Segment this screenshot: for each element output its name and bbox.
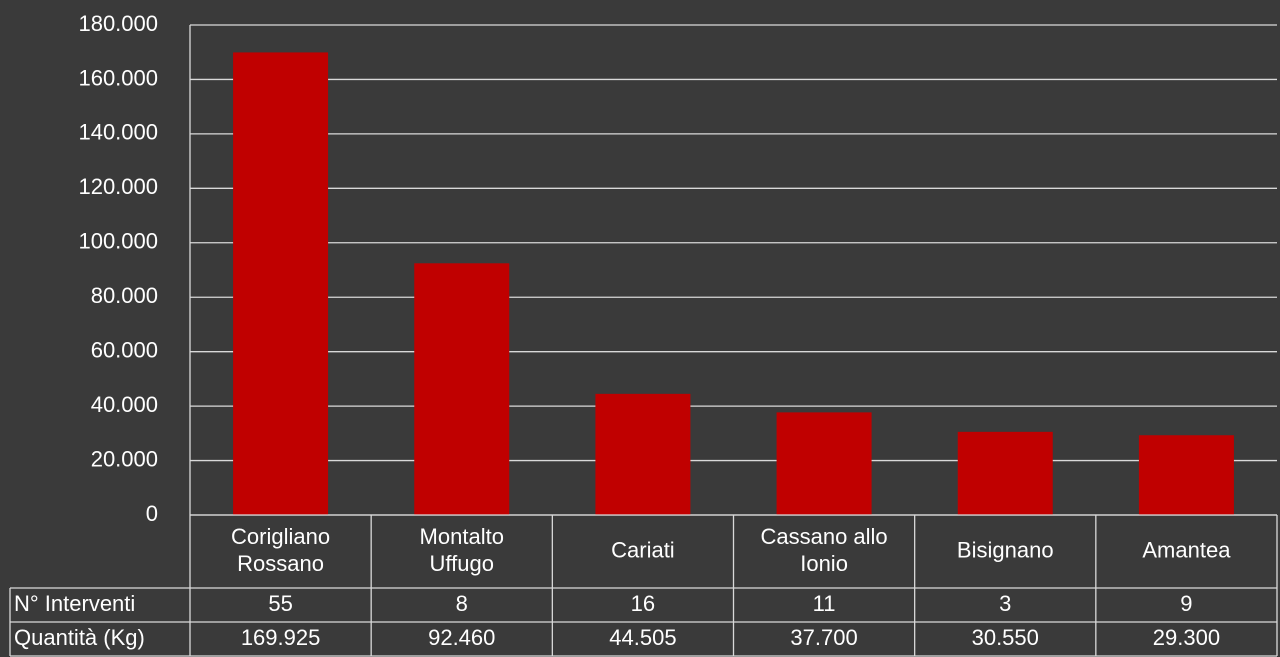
- table-cell: 92.460: [428, 625, 495, 650]
- table-row-label: Quantità (Kg): [14, 625, 145, 650]
- bar: [1138, 435, 1234, 515]
- table-cell: 169.925: [241, 625, 321, 650]
- y-tick-label: 40.000: [91, 392, 158, 417]
- bar: [776, 412, 872, 515]
- x-category-label: Amantea: [1142, 537, 1231, 562]
- y-tick-label: 20.000: [91, 446, 158, 471]
- table-cell: 16: [631, 591, 655, 616]
- y-tick-label: 180.000: [78, 11, 158, 36]
- y-tick-label: 140.000: [78, 120, 158, 145]
- table-cell: 3: [999, 591, 1011, 616]
- gridlines: [189, 24, 1277, 516]
- y-tick-label: 160.000: [78, 65, 158, 90]
- table-cell: 9: [1180, 591, 1192, 616]
- bar: [233, 52, 329, 515]
- table-cell: 30.550: [972, 625, 1039, 650]
- table-cell: 37.700: [790, 625, 857, 650]
- table-cell: 11: [813, 591, 836, 616]
- y-axis-tick-labels: 0 20.000 40.000 60.000 80.000 100.000 120.000 1…: [78, 11, 158, 526]
- x-category-label: Uffugo: [430, 551, 494, 576]
- y-tick-label: 0: [146, 501, 158, 526]
- bar: [595, 393, 691, 515]
- bar: [414, 263, 510, 515]
- x-category-label: Bisignano: [957, 537, 1054, 562]
- table-cell: 8: [456, 591, 468, 616]
- x-category-label: Montalto: [420, 524, 504, 549]
- x-category-label: Corigliano: [231, 524, 330, 549]
- table-row-label: N° Interventi: [14, 591, 135, 616]
- table-cell: 44.505: [609, 625, 676, 650]
- table-cell: 55: [268, 591, 292, 616]
- x-category-label: Ionio: [800, 551, 848, 576]
- y-tick-label: 120.000: [78, 174, 158, 199]
- bar: [957, 431, 1053, 515]
- y-tick-label: 60.000: [91, 337, 158, 362]
- x-category-label: Cassano allo: [760, 524, 887, 549]
- bars: [233, 52, 1234, 515]
- x-category-label: Cariati: [611, 537, 675, 562]
- y-tick-label: 100.000: [78, 229, 158, 254]
- table-cell: 29.300: [1153, 625, 1220, 650]
- y-tick-label: 80.000: [91, 283, 158, 308]
- x-category-label: Rossano: [237, 551, 324, 576]
